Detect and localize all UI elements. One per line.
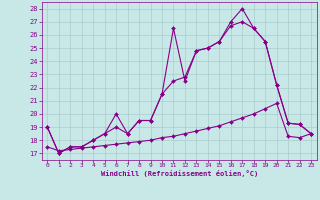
X-axis label: Windchill (Refroidissement éolien,°C): Windchill (Refroidissement éolien,°C) [100,170,258,177]
